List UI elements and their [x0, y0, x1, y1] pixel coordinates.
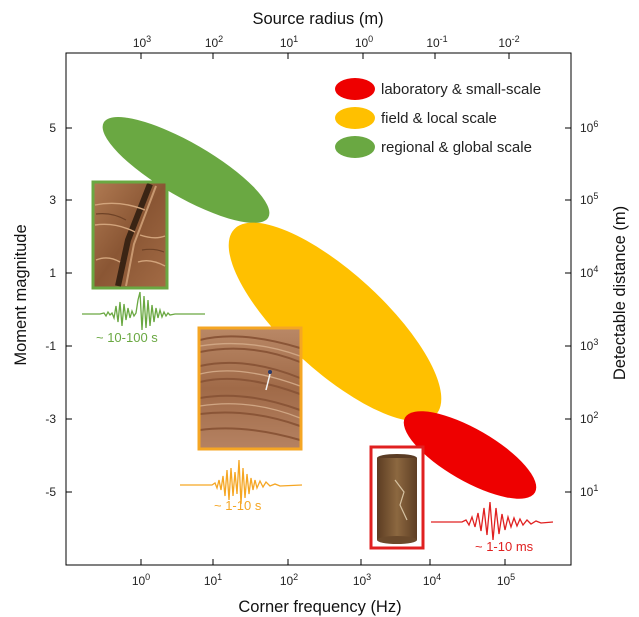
legend-swatch-field [335, 107, 375, 129]
top-axis-title: Source radius (m) [252, 10, 383, 28]
bottom-tick-3: 103 [353, 572, 371, 588]
fault-scarp-photo [91, 180, 169, 290]
right-tick-4: 102 [580, 410, 598, 426]
duration-label-laboratory: ~ 1-10 ms [475, 539, 534, 554]
top-tick-1: 102 [205, 34, 223, 50]
rock-core-photo-border [369, 445, 425, 550]
left-tick-0: 5 [49, 121, 56, 135]
waveform-field [180, 459, 303, 505]
legend: laboratory & small-scale field & local s… [335, 78, 541, 158]
field-local-ellipse [228, 222, 442, 422]
bottom-tick-1: 101 [204, 572, 222, 588]
bottom-tick-5: 105 [497, 572, 515, 588]
right-tick-1: 105 [580, 191, 598, 207]
left-tick-3: -1 [45, 339, 56, 353]
legend-label-regional: regional & global scale [381, 139, 532, 156]
top-tick-5: 10-2 [498, 34, 519, 50]
regional-global-ellipse [102, 117, 270, 223]
fault-scarp-photo-border [91, 180, 169, 290]
right-axis-title: Detectable distance (m) [611, 206, 629, 380]
duration-label-regional: ~ 10-100 s [96, 330, 158, 345]
legend-swatch-regional [335, 136, 375, 158]
left-tick-1: 3 [49, 193, 56, 207]
bottom-axis-title: Corner frequency (Hz) [238, 598, 401, 616]
top-tick-2: 101 [280, 34, 298, 50]
outcrop-photo [197, 326, 303, 451]
rock-core-photo [369, 445, 425, 550]
left-tick-2: 1 [49, 266, 56, 280]
right-tick-2: 104 [580, 264, 598, 280]
laboratory-ellipse [403, 411, 537, 499]
top-tick-3: 100 [355, 34, 373, 50]
top-tick-4: 10-1 [426, 34, 447, 50]
bottom-tick-0: 100 [132, 572, 150, 588]
plot-frame [65, 52, 572, 566]
duration-label-field: ~ 1-10 s [214, 498, 262, 513]
bottom-tick-2: 102 [280, 572, 298, 588]
top-tick-0: 103 [133, 34, 151, 50]
legend-swatch-laboratory [335, 78, 375, 100]
waveform-laboratory [431, 501, 554, 541]
right-tick-0: 106 [580, 119, 598, 135]
left-tick-5: -5 [45, 485, 56, 499]
outcrop-photo-border [197, 326, 303, 451]
waveform-regional [82, 291, 205, 331]
left-axis-title: Moment magnitude [12, 224, 30, 365]
legend-label-field: field & local scale [381, 110, 497, 127]
left-tick-4: -3 [45, 412, 56, 426]
legend-label-laboratory: laboratory & small-scale [381, 81, 541, 98]
right-tick-5: 101 [580, 483, 598, 499]
bottom-tick-4: 104 [423, 572, 441, 588]
right-tick-3: 103 [580, 337, 598, 353]
